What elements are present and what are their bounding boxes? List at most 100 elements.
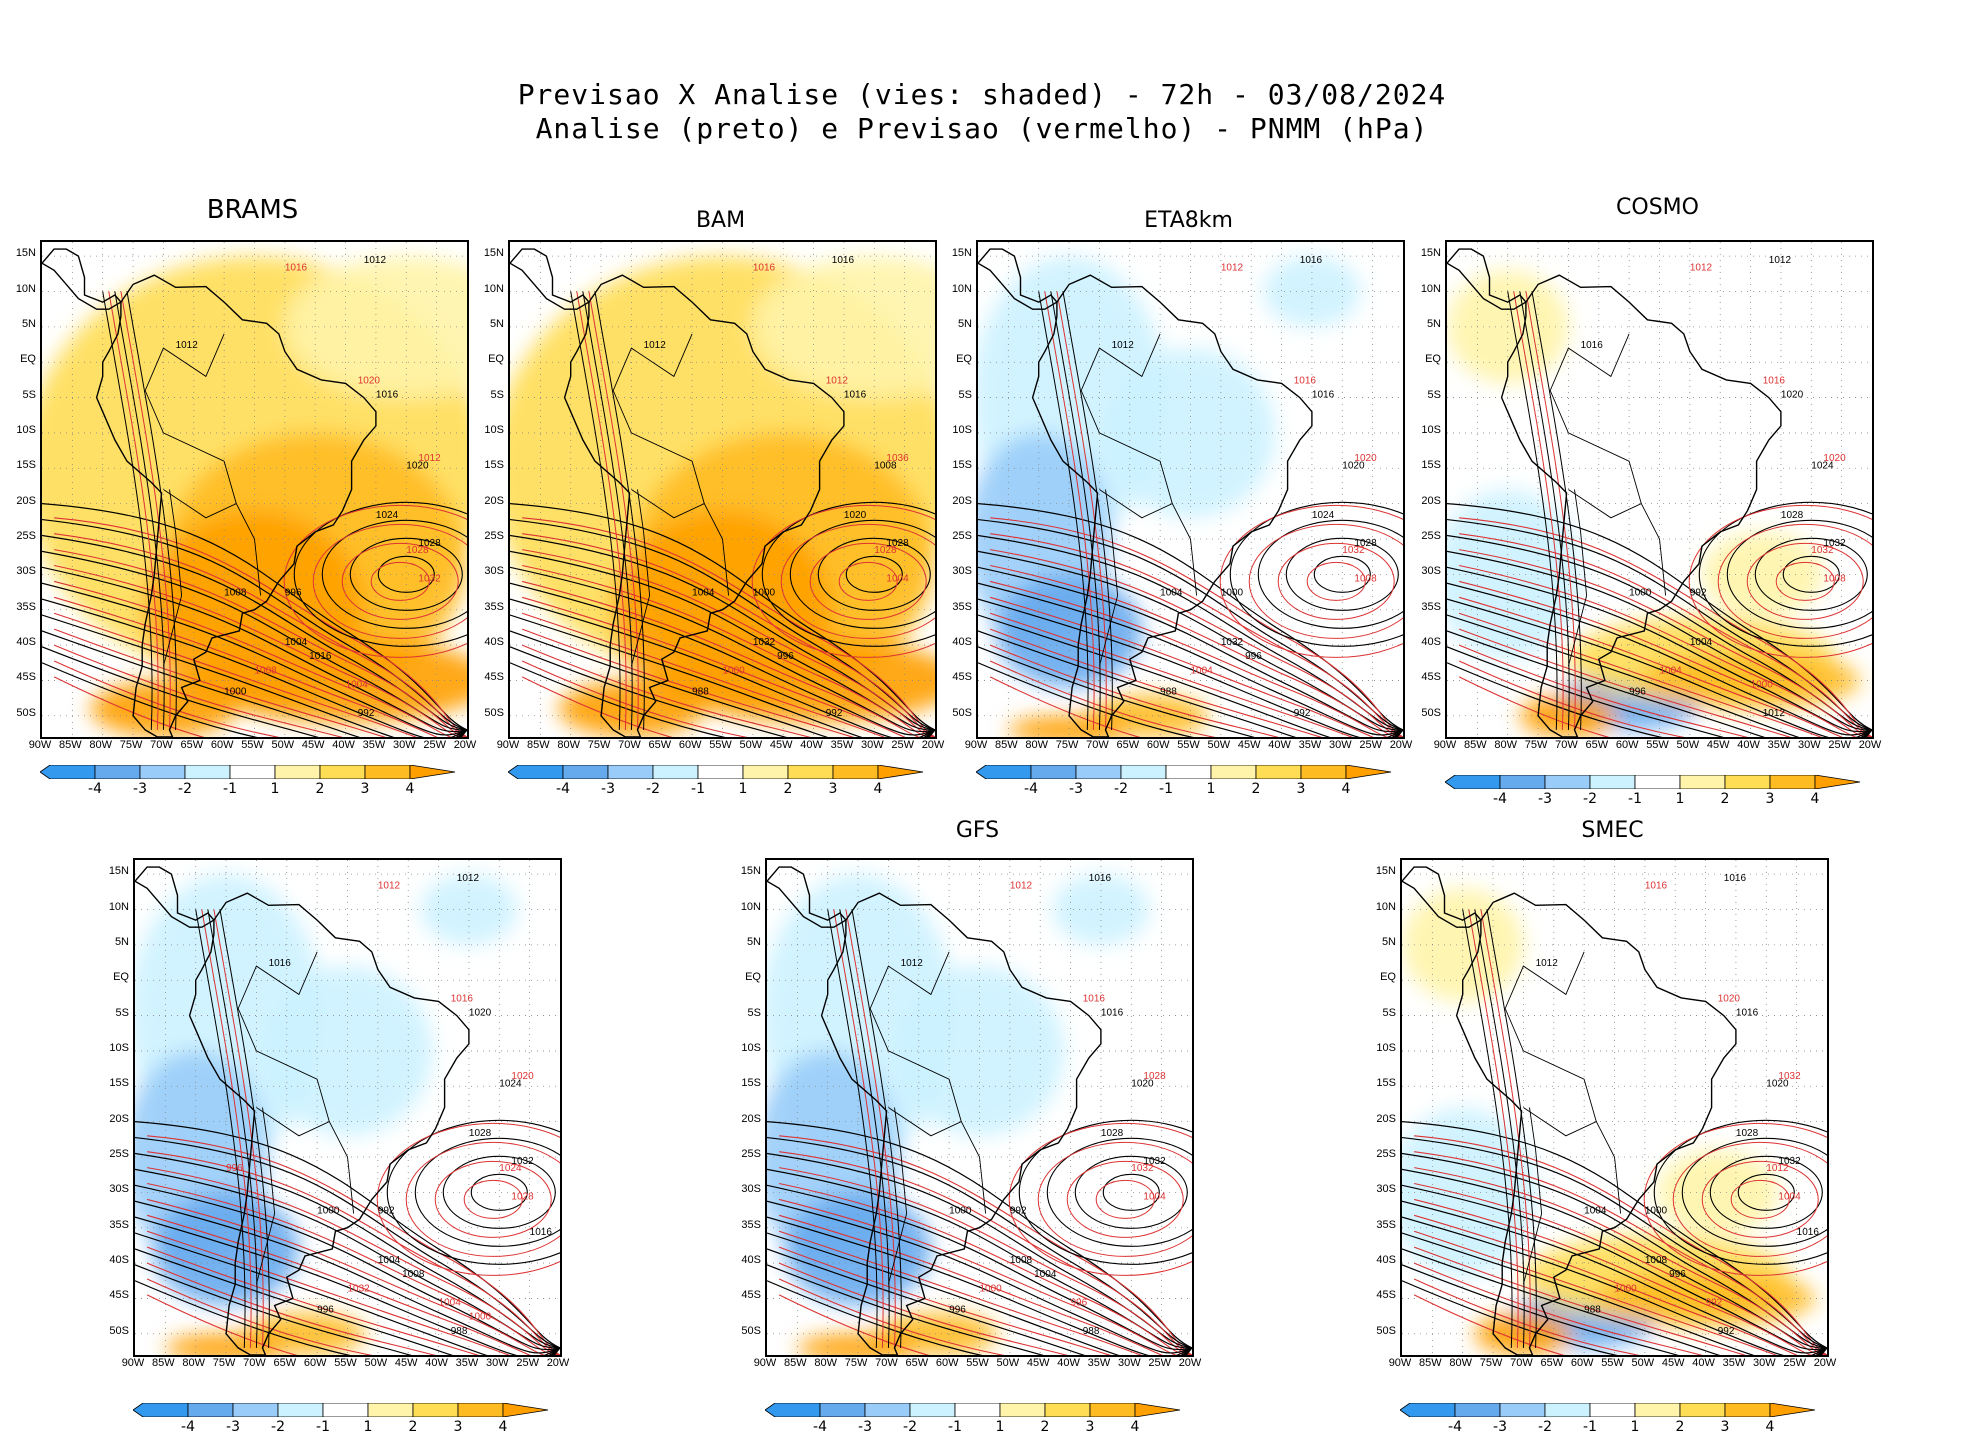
- isobar-label-analysis: 996: [1669, 1269, 1686, 1280]
- panel-title: BAM: [695, 208, 746, 233]
- isobar-label-analysis: 1028: [469, 1128, 492, 1139]
- isobar-label-analysis: 1028: [1101, 1128, 1124, 1139]
- isobar-label-forecast: 1032: [348, 1283, 371, 1294]
- isobar-label-analysis: 1012: [1112, 340, 1135, 351]
- lat-tick-label: 5N: [21, 317, 36, 330]
- coastline: [510, 248, 845, 737]
- isobar-label-analysis: 1020: [844, 510, 867, 521]
- isobar-label-analysis: 1032: [753, 637, 776, 648]
- lat-tick-label: 30S: [741, 1183, 761, 1196]
- lat-tick-label: 35S: [484, 600, 504, 613]
- lon-tick-label: 65W: [273, 1357, 297, 1369]
- lat-tick-label: 5S: [1427, 388, 1441, 401]
- colorbar-label: 2: [315, 781, 325, 797]
- colorbar-swatch: [1345, 765, 1392, 779]
- colorbar-label: -3: [1538, 791, 1552, 807]
- isobar-label-analysis: 1012: [457, 873, 480, 884]
- isobar-label-forecast: 1004: [886, 573, 909, 584]
- lon-tick-label: 40W: [800, 739, 823, 751]
- lat-tick-label: 15N: [740, 865, 761, 878]
- lat-tick-label: 5S: [115, 1006, 129, 1019]
- lat-tick-label: 45S: [484, 671, 504, 684]
- lat-tick-label: 10S: [952, 423, 972, 436]
- lat-tick-label: EQ: [1380, 971, 1396, 984]
- lat-tick-label: 35S: [16, 600, 36, 613]
- isobar-label-analysis: 1020: [469, 1008, 492, 1019]
- colorbar-swatch: [139, 765, 186, 779]
- bias-area: [262, 966, 433, 1136]
- lat-tick-label: 10S: [741, 1041, 761, 1054]
- isobar-label-analysis: 992: [826, 708, 843, 719]
- colorbar-label: -2: [178, 781, 192, 797]
- contour-labels: 1016 1012 1016 1008 1020 1028 1032 1004 1000 992 9…: [644, 255, 910, 719]
- isobars: [767, 909, 1192, 1355]
- isobar-label-forecast: 996: [226, 1163, 243, 1174]
- lon-tick-label: 30W: [860, 739, 884, 751]
- lon-tick-label: 55W: [709, 739, 732, 751]
- isobars: [1402, 909, 1827, 1355]
- isobar-label-analysis: 992: [1718, 1326, 1735, 1337]
- isobar-label-forecast: 996: [1071, 1298, 1088, 1309]
- lon-tick-label: 40W: [1268, 739, 1291, 751]
- lon-tick-label: 35W: [1767, 739, 1791, 751]
- lat-tick-label: 45S: [109, 1289, 129, 1302]
- lat-tick-label: 50S: [952, 706, 972, 719]
- isobar-label-analysis: 1012: [1536, 958, 1559, 969]
- isobar-label-forecast: 1012: [826, 375, 849, 386]
- lon-tick-label: 85W: [995, 739, 1018, 751]
- colorbar-label: 3: [1296, 781, 1306, 797]
- isobar-label-analysis: 1016: [376, 390, 399, 401]
- colorbar-label: -3: [601, 781, 615, 797]
- lon-tick-label: 30W: [1752, 1357, 1776, 1369]
- isobar-label-analysis: 1000: [317, 1206, 340, 1217]
- colorbar-label: -3: [1069, 781, 1083, 797]
- isobar-label-forecast: 1008: [255, 665, 278, 676]
- isobar-label-forecast: 1000: [980, 1283, 1003, 1294]
- lon-tick-label: 65W: [1116, 739, 1140, 751]
- isobar-label-analysis: 992: [1690, 588, 1707, 599]
- colorbar-swatch: [877, 765, 924, 779]
- isobar-label-analysis: 1016: [832, 255, 855, 266]
- colorbar-label: -3: [1493, 1419, 1507, 1435]
- lat-tick-label: 10S: [109, 1041, 129, 1054]
- isobar-label-forecast: 1024: [499, 1163, 522, 1174]
- isobar-label-forecast: 1016: [1294, 375, 1317, 386]
- lat-tick-label: 10S: [16, 423, 36, 436]
- lon-tick-label: 75W: [1055, 739, 1079, 751]
- lon-tick-label: 90W: [1433, 739, 1457, 751]
- colorbar: [976, 765, 1392, 779]
- lon-tick-label: 40W: [1737, 739, 1760, 751]
- map-frame: 1016 1012 1016 1020 1024 1028 1032 1004 1000 992 9…: [976, 240, 1405, 739]
- isobar-label-analysis: 1032: [1823, 538, 1846, 549]
- colorbar-label: -4: [181, 1419, 195, 1435]
- colorbar-swatch: [1499, 1403, 1546, 1417]
- isobars: [510, 291, 935, 737]
- isobar-label-analysis: 1012: [176, 340, 199, 351]
- isobar-label-analysis: 1000: [1629, 588, 1652, 599]
- lat-tick-label: 5S: [747, 1006, 761, 1019]
- bias-area: [785, 1192, 931, 1306]
- isobar-label-analysis: 1020: [1766, 1078, 1789, 1089]
- lon-tick-label: 20W: [1178, 1357, 1202, 1369]
- isobar-label-analysis: 1016: [844, 390, 867, 401]
- lat-tick-label: 20S: [952, 494, 972, 507]
- lat-tick-label: 10N: [483, 282, 504, 295]
- lon-tick-label: 85W: [1419, 1357, 1442, 1369]
- colorbar-label: 3: [360, 781, 370, 797]
- lat-tick-label: 15N: [483, 247, 504, 260]
- panel-title: ETA8km: [1144, 208, 1233, 233]
- isobar-label-forecast: 1004: [439, 1298, 462, 1309]
- isobar-label-analysis: 992: [378, 1206, 395, 1217]
- isobar-label-analysis: 992: [1010, 1206, 1027, 1217]
- colorbar-label: 1: [1630, 1419, 1640, 1435]
- coastline: [42, 248, 377, 737]
- lon-tick-label: 50W: [1631, 1357, 1655, 1369]
- isobar-label-forecast: 1000: [1615, 1283, 1638, 1294]
- colorbar-swatch: [1165, 765, 1212, 779]
- colorbar-swatch: [954, 1403, 1001, 1417]
- lon-tick-label: 70W: [1510, 1357, 1533, 1369]
- lat-tick-label: 15N: [1375, 865, 1396, 878]
